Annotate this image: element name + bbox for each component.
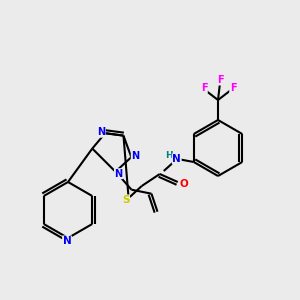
Text: N: N — [114, 169, 122, 179]
Text: N: N — [63, 236, 71, 246]
Text: F: F — [217, 75, 223, 85]
Text: O: O — [179, 179, 188, 189]
Text: H: H — [165, 151, 172, 160]
Text: S: S — [122, 195, 130, 205]
Text: N: N — [172, 154, 181, 164]
Text: F: F — [201, 83, 207, 93]
Text: F: F — [230, 83, 236, 93]
Text: N: N — [97, 127, 105, 137]
Text: N: N — [131, 151, 140, 161]
